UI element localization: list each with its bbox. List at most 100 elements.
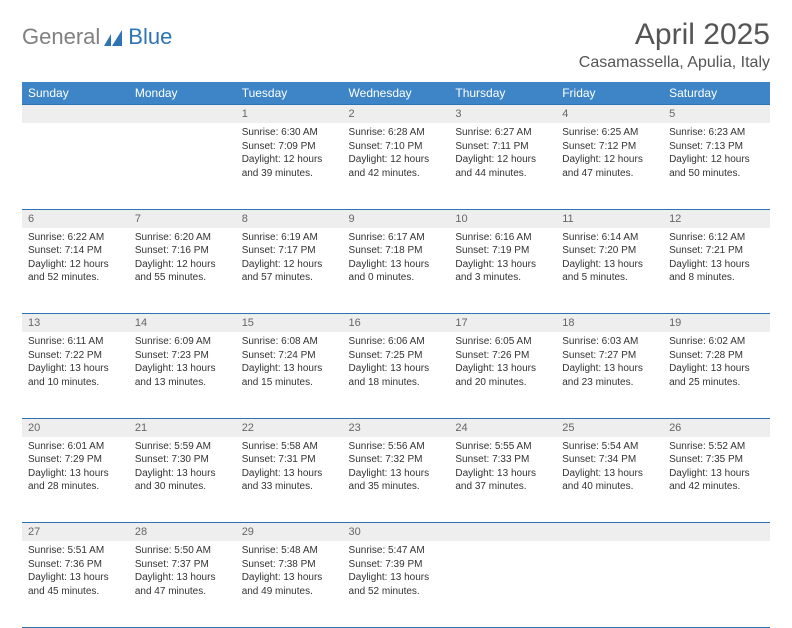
sunset-text: Sunset: 7:31 PM xyxy=(242,453,337,467)
sunset-text: Sunset: 7:19 PM xyxy=(455,244,550,258)
day-number: 21 xyxy=(129,418,236,437)
sunrise-text: Sunrise: 5:56 AM xyxy=(349,440,444,454)
day-cell: Sunrise: 6:28 AMSunset: 7:10 PMDaylight:… xyxy=(343,123,450,209)
day-number: 12 xyxy=(663,209,770,228)
sunrise-text: Sunrise: 6:06 AM xyxy=(349,335,444,349)
day-content: Sunrise: 6:17 AMSunset: 7:18 PMDaylight:… xyxy=(343,228,450,291)
day-number xyxy=(556,523,663,542)
day-header: Saturday xyxy=(663,82,770,105)
sunset-text: Sunset: 7:11 PM xyxy=(455,140,550,154)
sunset-text: Sunset: 7:14 PM xyxy=(28,244,123,258)
day-cell: Sunrise: 6:05 AMSunset: 7:26 PMDaylight:… xyxy=(449,332,556,418)
day-cell: Sunrise: 5:47 AMSunset: 7:39 PMDaylight:… xyxy=(343,541,450,627)
daylight-text: Daylight: 13 hours and 30 minutes. xyxy=(135,467,230,494)
day-content: Sunrise: 6:14 AMSunset: 7:20 PMDaylight:… xyxy=(556,228,663,291)
day-header-row: Sunday Monday Tuesday Wednesday Thursday… xyxy=(22,82,770,105)
sunrise-text: Sunrise: 6:09 AM xyxy=(135,335,230,349)
day-header: Wednesday xyxy=(343,82,450,105)
sunset-text: Sunset: 7:22 PM xyxy=(28,349,123,363)
logo-mark-icon xyxy=(104,28,126,46)
day-content: Sunrise: 5:56 AMSunset: 7:32 PMDaylight:… xyxy=(343,437,450,500)
day-content: Sunrise: 6:01 AMSunset: 7:29 PMDaylight:… xyxy=(22,437,129,500)
day-header: Tuesday xyxy=(236,82,343,105)
day-content: Sunrise: 5:51 AMSunset: 7:36 PMDaylight:… xyxy=(22,541,129,604)
day-content: Sunrise: 6:23 AMSunset: 7:13 PMDaylight:… xyxy=(663,123,770,186)
daynum-row: 27282930 xyxy=(22,523,770,542)
sunset-text: Sunset: 7:13 PM xyxy=(669,140,764,154)
day-number: 10 xyxy=(449,209,556,228)
sunrise-text: Sunrise: 6:28 AM xyxy=(349,126,444,140)
day-cell: Sunrise: 6:20 AMSunset: 7:16 PMDaylight:… xyxy=(129,228,236,314)
daylight-text: Daylight: 13 hours and 25 minutes. xyxy=(669,362,764,389)
daynum-row: 6789101112 xyxy=(22,209,770,228)
logo: General Blue xyxy=(22,18,172,50)
daylight-text: Daylight: 13 hours and 45 minutes. xyxy=(28,571,123,598)
daylight-text: Daylight: 13 hours and 15 minutes. xyxy=(242,362,337,389)
daynum-row: 12345 xyxy=(22,105,770,124)
day-cell: Sunrise: 6:11 AMSunset: 7:22 PMDaylight:… xyxy=(22,332,129,418)
sunrise-text: Sunrise: 6:11 AM xyxy=(28,335,123,349)
day-cell: Sunrise: 6:30 AMSunset: 7:09 PMDaylight:… xyxy=(236,123,343,209)
day-number: 16 xyxy=(343,314,450,333)
day-content: Sunrise: 6:25 AMSunset: 7:12 PMDaylight:… xyxy=(556,123,663,186)
day-content: Sunrise: 6:03 AMSunset: 7:27 PMDaylight:… xyxy=(556,332,663,395)
day-cell: Sunrise: 6:25 AMSunset: 7:12 PMDaylight:… xyxy=(556,123,663,209)
day-cell: Sunrise: 6:02 AMSunset: 7:28 PMDaylight:… xyxy=(663,332,770,418)
daylight-text: Daylight: 13 hours and 35 minutes. xyxy=(349,467,444,494)
sunset-text: Sunset: 7:28 PM xyxy=(669,349,764,363)
day-cell: Sunrise: 6:23 AMSunset: 7:13 PMDaylight:… xyxy=(663,123,770,209)
day-cell xyxy=(556,541,663,627)
daylight-text: Daylight: 13 hours and 52 minutes. xyxy=(349,571,444,598)
daylight-text: Daylight: 13 hours and 42 minutes. xyxy=(669,467,764,494)
day-number: 19 xyxy=(663,314,770,333)
day-number: 29 xyxy=(236,523,343,542)
sunset-text: Sunset: 7:23 PM xyxy=(135,349,230,363)
daylight-text: Daylight: 13 hours and 28 minutes. xyxy=(28,467,123,494)
sunset-text: Sunset: 7:16 PM xyxy=(135,244,230,258)
day-number xyxy=(449,523,556,542)
day-number: 6 xyxy=(22,209,129,228)
day-number: 17 xyxy=(449,314,556,333)
sunrise-text: Sunrise: 5:48 AM xyxy=(242,544,337,558)
daylight-text: Daylight: 12 hours and 39 minutes. xyxy=(242,153,337,180)
sunrise-text: Sunrise: 6:23 AM xyxy=(669,126,764,140)
day-number: 14 xyxy=(129,314,236,333)
day-number: 15 xyxy=(236,314,343,333)
day-cell: Sunrise: 6:17 AMSunset: 7:18 PMDaylight:… xyxy=(343,228,450,314)
day-cell: Sunrise: 6:27 AMSunset: 7:11 PMDaylight:… xyxy=(449,123,556,209)
day-content: Sunrise: 6:30 AMSunset: 7:09 PMDaylight:… xyxy=(236,123,343,186)
day-number: 30 xyxy=(343,523,450,542)
sunrise-text: Sunrise: 6:03 AM xyxy=(562,335,657,349)
daylight-text: Daylight: 13 hours and 20 minutes. xyxy=(455,362,550,389)
week-row: Sunrise: 6:11 AMSunset: 7:22 PM Daylight:… xyxy=(22,332,770,418)
daylight-text: Daylight: 13 hours and 18 minutes. xyxy=(349,362,444,389)
day-content: Sunrise: 5:54 AMSunset: 7:34 PMDaylight:… xyxy=(556,437,663,500)
day-cell: Sunrise: 6:14 AMSunset: 7:20 PMDaylight:… xyxy=(556,228,663,314)
calendar-table: Sunday Monday Tuesday Wednesday Thursday… xyxy=(22,82,770,628)
day-header: Sunday xyxy=(22,82,129,105)
day-content: Sunrise: 6:11 AMSunset: 7:22 PMDaylight:… xyxy=(22,332,129,395)
day-number: 5 xyxy=(663,105,770,124)
sunrise-text: Sunrise: 5:47 AM xyxy=(349,544,444,558)
day-cell: Sunrise: 5:58 AMSunset: 7:31 PMDaylight:… xyxy=(236,437,343,523)
day-cell: Sunrise: 6:03 AMSunset: 7:27 PMDaylight:… xyxy=(556,332,663,418)
sunset-text: Sunset: 7:24 PM xyxy=(242,349,337,363)
daylight-text: Daylight: 12 hours and 52 minutes. xyxy=(28,258,123,285)
sunrise-text: Sunrise: 6:02 AM xyxy=(669,335,764,349)
sunrise-text: Sunrise: 5:55 AM xyxy=(455,440,550,454)
day-number xyxy=(663,523,770,542)
day-content: Sunrise: 5:55 AMSunset: 7:33 PMDaylight:… xyxy=(449,437,556,500)
sunset-text: Sunset: 7:33 PM xyxy=(455,453,550,467)
daylight-text: Daylight: 12 hours and 42 minutes. xyxy=(349,153,444,180)
header: General Blue April 2025 Casamassella, Ap… xyxy=(22,18,770,72)
daylight-text: Daylight: 13 hours and 8 minutes. xyxy=(669,258,764,285)
day-number: 28 xyxy=(129,523,236,542)
daylight-text: Daylight: 13 hours and 47 minutes. xyxy=(135,571,230,598)
sunset-text: Sunset: 7:37 PM xyxy=(135,558,230,572)
sunset-text: Sunset: 7:26 PM xyxy=(455,349,550,363)
day-number: 11 xyxy=(556,209,663,228)
week-row: Sunrise: 6:01 AMSunset: 7:29 PMDaylight:… xyxy=(22,437,770,523)
day-number: 9 xyxy=(343,209,450,228)
day-content: Sunrise: 5:59 AMSunset: 7:30 PMDaylight:… xyxy=(129,437,236,500)
day-number: 4 xyxy=(556,105,663,124)
